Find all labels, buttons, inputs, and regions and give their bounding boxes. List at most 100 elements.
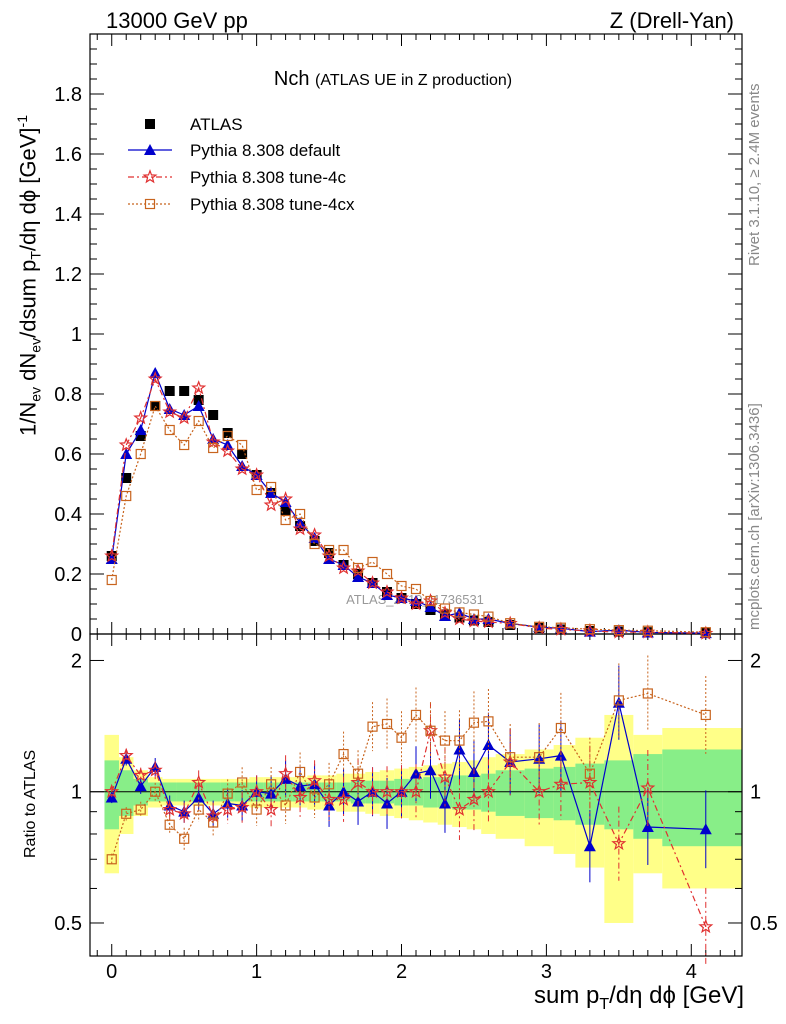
ratio-point-4cx	[367, 721, 378, 732]
main-y-tick-label: 1.8	[54, 84, 82, 106]
ratio-point-4c	[263, 801, 279, 816]
point-4cx	[106, 574, 117, 586]
point-4c	[133, 410, 149, 425]
ratio-point-4c	[531, 783, 547, 799]
point-default	[163, 403, 176, 414]
point-4cx	[237, 439, 248, 451]
ratio-point-4cx	[584, 768, 595, 779]
ratio-point-4c	[640, 780, 656, 795]
band-green	[604, 760, 634, 830]
plot-title-main: Nch	[273, 68, 310, 90]
point-4cx	[352, 562, 364, 574]
x-tick-label: 4	[686, 961, 697, 983]
point-ATLAS	[237, 449, 248, 459]
ratio-point-default	[381, 797, 394, 809]
legend-label-4cx: Pythia 8.308 tune-4cx	[190, 195, 355, 214]
point-4c	[364, 575, 381, 590]
point-4cx	[179, 439, 190, 451]
ratio-point-4cx	[106, 854, 117, 865]
point-4cx	[381, 568, 393, 580]
point-4cx	[555, 622, 566, 633]
ratio-point-default	[352, 795, 365, 807]
ratio-y-tick-label-right: 1	[750, 782, 761, 804]
point-4c	[263, 497, 279, 512]
point-4cx	[584, 624, 595, 635]
point-4cx	[642, 625, 653, 636]
ratio-point-4cx	[323, 779, 335, 790]
point-default	[424, 601, 437, 612]
main-y-tick-label: 1.2	[54, 264, 82, 286]
ratio-point-4cx	[135, 804, 146, 815]
plot-title-sub: (ATLAS UE in Z production)	[315, 72, 513, 89]
ratio-point-4c	[364, 783, 381, 799]
point-4c	[176, 410, 192, 425]
ratio-point-4cx	[700, 709, 711, 721]
ratio-point-4c	[451, 801, 468, 817]
band-green	[452, 775, 467, 810]
point-4c	[278, 491, 294, 506]
series-line-4c	[111, 377, 706, 634]
main-y-tick-label: 0.8	[54, 384, 82, 406]
ratio-point-4cx	[280, 800, 291, 811]
x-tick-label: 3	[541, 961, 552, 983]
point-ATLAS	[208, 410, 219, 420]
ratio-point-4c	[191, 774, 207, 789]
x-tick-label: 0	[106, 961, 117, 983]
ratio-point-default	[134, 780, 147, 792]
ratio-point-4cx	[534, 752, 545, 763]
ratio-point-4cx	[309, 792, 320, 803]
ratio-point-default	[482, 738, 495, 750]
ratio-point-4c	[437, 769, 453, 784]
point-default	[337, 559, 350, 570]
point-4cx	[121, 490, 132, 502]
ratio-point-4c	[176, 805, 192, 821]
ratio-point-4cx	[150, 786, 161, 797]
ratio-point-4c	[466, 791, 482, 806]
point-4cx	[338, 544, 349, 556]
point-4c	[234, 461, 250, 476]
point-4cx	[483, 611, 494, 622]
ratio-point-4cx	[439, 735, 451, 746]
ratio-line-default	[111, 702, 706, 849]
ratio-point-4cx	[266, 779, 277, 790]
point-4cx	[410, 583, 422, 595]
ratio-point-default	[641, 821, 654, 833]
point-4cx	[150, 400, 161, 412]
legend-marker-ATLAS	[145, 119, 155, 129]
point-4c	[249, 467, 265, 482]
point-4c	[379, 584, 395, 599]
main-plot-frame	[89, 33, 743, 635]
ratio-point-4cx	[483, 716, 494, 727]
ratio-point-4c	[393, 783, 410, 799]
point-4c	[408, 596, 424, 611]
point-4c	[191, 380, 207, 395]
ratio-point-default	[583, 840, 596, 852]
ratio-point-4c	[234, 799, 250, 814]
ratio-point-4c	[350, 774, 366, 789]
rivet-label: Rivet 3.1.10, ≥ 2.4M events	[746, 83, 763, 267]
ratio-point-4c	[278, 765, 294, 781]
point-4cx	[208, 442, 219, 454]
point-default	[265, 487, 278, 498]
point-4cx	[534, 621, 545, 632]
ratio-point-default	[453, 743, 466, 755]
main-y-tick-label: 1	[71, 324, 82, 346]
ratio-y-tick-label: 2	[71, 650, 82, 672]
ratio-point-4c	[147, 762, 163, 777]
ratio-y-tick-label: 0.5	[54, 913, 82, 935]
point-4cx	[280, 514, 291, 526]
point-4c	[307, 527, 323, 542]
point-4c	[292, 521, 308, 536]
ratio-y-tick-label-right: 2	[750, 650, 761, 672]
point-4c	[393, 590, 410, 605]
point-4cx	[294, 508, 306, 520]
point-4cx	[266, 481, 277, 493]
ratio-point-4cx	[121, 808, 132, 819]
main-y-tick-label: 0.2	[54, 564, 82, 586]
point-default	[178, 409, 191, 420]
point-default	[192, 400, 205, 411]
main-y-tick-label: 1.6	[54, 144, 82, 166]
ratio-point-4cx	[555, 722, 566, 734]
point-4c	[220, 443, 236, 458]
